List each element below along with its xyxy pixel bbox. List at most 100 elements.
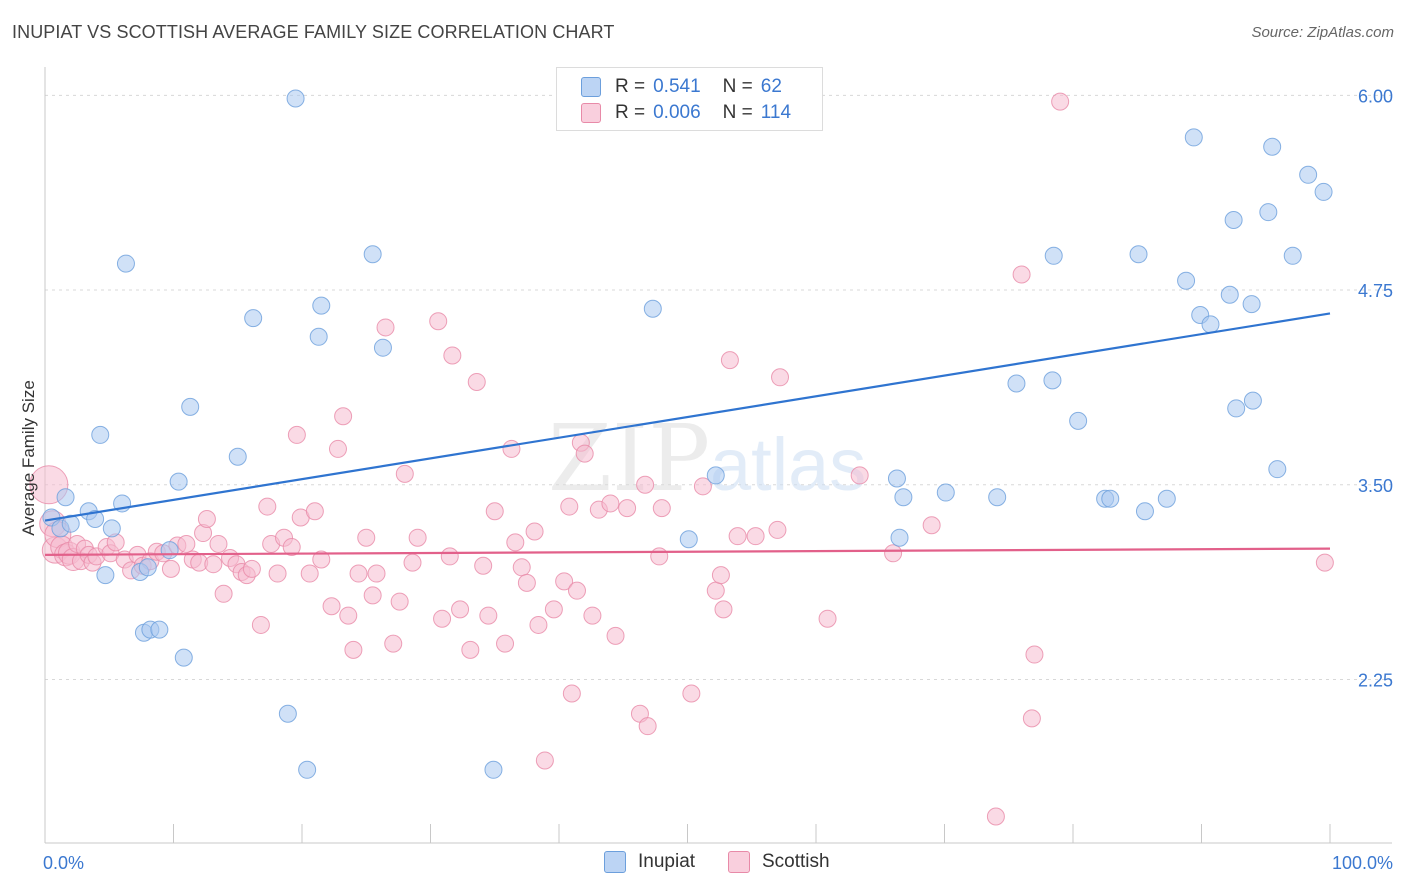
- r-label: R =: [615, 102, 646, 123]
- scottish-point: [344, 640, 363, 659]
- scottish-point: [334, 407, 353, 426]
- scottish-point: [560, 497, 579, 516]
- legend-item-scottish[interactable]: Scottish: [728, 851, 830, 873]
- scottish-trend-line: [44, 547, 1331, 556]
- series-legend: Inupiat Scottish: [0, 851, 1406, 877]
- inupiat-swatch: [604, 851, 626, 873]
- inupiat-point: [138, 558, 157, 577]
- scottish-point: [328, 439, 347, 458]
- inupiat-point: [91, 425, 110, 444]
- inupiat-point: [298, 760, 317, 779]
- inupiat-point: [174, 648, 193, 667]
- scottish-point: [440, 547, 459, 566]
- r-value: 0.541: [653, 76, 701, 97]
- scottish-point: [209, 534, 228, 553]
- scottish-point: [300, 564, 319, 583]
- y-tick-label: 3.50: [1358, 476, 1393, 496]
- inupiat-point: [1044, 246, 1063, 265]
- inupiat-swatch: [581, 77, 601, 97]
- scottish-point: [850, 466, 869, 485]
- inupiat-point: [286, 89, 305, 108]
- scottish-point: [583, 606, 602, 625]
- scottish-point: [461, 640, 480, 659]
- legend-row-inupiat: R = 0.541 N = 62: [581, 75, 782, 99]
- scottish-point: [706, 581, 725, 600]
- scottish-point: [367, 564, 386, 583]
- x-tick-label: 0.0%: [43, 853, 84, 873]
- scottish-point: [711, 566, 730, 585]
- scottish-point: [562, 684, 581, 703]
- scottish-point: [376, 318, 395, 337]
- scottish-point: [535, 751, 554, 770]
- chart-title: INUPIAT VS SCOTTISH AVERAGE FAMILY SIZE …: [12, 22, 615, 42]
- scottish-point: [714, 600, 733, 619]
- scottish-point: [601, 494, 620, 513]
- inupiat-point: [1268, 460, 1287, 479]
- scottish-point: [443, 346, 462, 365]
- y-tick-label: 6.00: [1358, 86, 1393, 106]
- inupiat-point: [1263, 137, 1282, 156]
- scottish-point: [638, 717, 657, 736]
- scottish-point: [479, 606, 498, 625]
- scottish-point: [197, 510, 216, 529]
- scottish-swatch: [728, 851, 750, 873]
- inupiat-point: [1220, 285, 1239, 304]
- scottish-point: [467, 372, 486, 391]
- inupiat-point: [1135, 502, 1154, 521]
- n-value: 62: [760, 76, 782, 97]
- inupiat-point: [373, 338, 392, 357]
- scottish-point: [606, 626, 625, 645]
- watermark-zip: ZIP: [548, 405, 710, 512]
- inupiat-point: [56, 488, 75, 507]
- scottish-point: [884, 544, 903, 563]
- scottish-point: [349, 564, 368, 583]
- inupiat-point: [150, 620, 169, 639]
- inupiat-point: [160, 541, 179, 560]
- inupiat-point: [102, 519, 121, 538]
- scottish-point: [728, 527, 747, 546]
- scottish-point: [720, 351, 739, 370]
- scottish-point: [506, 533, 525, 552]
- n-value: 114: [760, 102, 792, 123]
- scottish-point: [258, 497, 277, 516]
- scottish-point: [746, 527, 765, 546]
- y-axis-title: Average Family Size: [19, 380, 38, 536]
- inupiat-point: [887, 469, 906, 488]
- inupiat-point: [1314, 182, 1333, 201]
- scottish-point: [618, 499, 637, 518]
- scottish-point: [525, 522, 544, 541]
- scottish-point: [771, 368, 790, 387]
- inupiat-point: [1283, 246, 1302, 265]
- scottish-point: [384, 634, 403, 653]
- scottish-point: [403, 553, 422, 572]
- r-value: 0.006: [653, 102, 701, 123]
- source-label: Source: ZipAtlas.com: [1251, 24, 1394, 41]
- scottish-point: [429, 312, 448, 331]
- inupiat-point: [1224, 210, 1243, 229]
- inupiat-point: [1259, 203, 1278, 222]
- legend-item-inupiat[interactable]: Inupiat: [604, 851, 695, 873]
- scottish-point: [650, 547, 669, 566]
- scottish-point: [636, 475, 655, 494]
- inupiat-point: [1227, 399, 1246, 418]
- inupiat-point: [484, 760, 503, 779]
- scottish-point: [268, 564, 287, 583]
- y-tick-label: 2.25: [1358, 670, 1393, 690]
- inupiat-point: [1157, 489, 1176, 508]
- trend-lines: [44, 312, 1331, 556]
- inupiat-point: [894, 488, 913, 507]
- scottish-point: [214, 584, 233, 603]
- scottish-swatch: [581, 103, 601, 123]
- inupiat-point: [936, 483, 955, 502]
- inupiat-point: [1069, 411, 1088, 430]
- legend-label-scottish: Scottish: [762, 851, 830, 872]
- scottish-point: [986, 807, 1005, 826]
- scottish-point: [567, 581, 586, 600]
- inupiat-point: [679, 530, 698, 549]
- inupiat-point: [309, 327, 328, 346]
- scottish-point: [161, 559, 180, 578]
- watermark: ZIP atlas: [548, 405, 866, 512]
- scottish-point: [517, 573, 536, 592]
- watermark-atlas: atlas: [710, 423, 866, 506]
